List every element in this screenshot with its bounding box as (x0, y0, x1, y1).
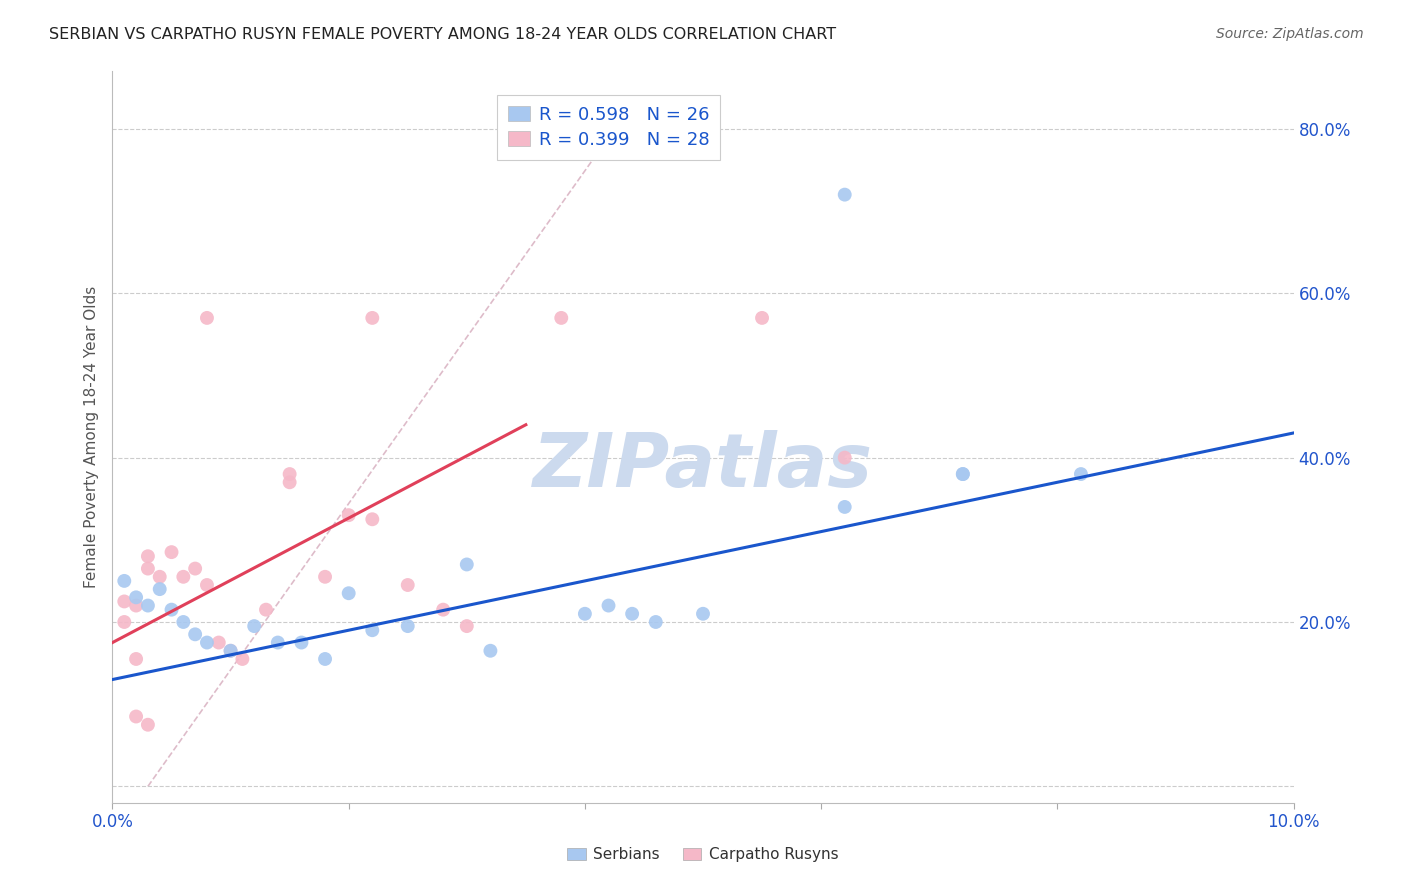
Point (337, 508, 360, 523)
Y-axis label: Female Poverty Among 18-24 Year Olds: Female Poverty Among 18-24 Year Olds (84, 286, 100, 588)
Text: ZIPatlas: ZIPatlas (533, 430, 873, 503)
Point (834, 187, 856, 202)
Point (219, 644, 242, 658)
Point (195, 578, 218, 592)
Point (278, 467, 301, 481)
Point (254, 602, 277, 616)
Point (834, 450, 856, 465)
Point (314, 570, 336, 584)
Point (136, 549, 159, 564)
Point (149, 582, 172, 596)
Point (125, 599, 148, 613)
Point (184, 627, 207, 641)
Point (243, 619, 266, 633)
Point (136, 599, 159, 613)
Point (125, 591, 148, 605)
Point (396, 619, 419, 633)
Point (125, 709, 148, 723)
Point (337, 586, 360, 600)
Point (172, 570, 194, 584)
Point (574, 607, 596, 621)
Point (136, 717, 159, 731)
Point (479, 644, 502, 658)
Point (219, 644, 242, 658)
Point (195, 635, 218, 649)
Point (112, 615, 135, 629)
Point (361, 512, 384, 526)
Point (208, 635, 231, 649)
Point (125, 652, 148, 666)
Point (751, 310, 773, 325)
Text: SERBIAN VS CARPATHO RUSYN FEMALE POVERTY AMONG 18-24 YEAR OLDS CORRELATION CHART: SERBIAN VS CARPATHO RUSYN FEMALE POVERTY… (49, 27, 837, 42)
Point (149, 570, 172, 584)
Point (160, 545, 183, 559)
Point (160, 602, 183, 616)
Point (267, 635, 290, 649)
Point (136, 561, 159, 575)
Point (598, 599, 620, 613)
Point (290, 635, 312, 649)
Point (195, 310, 218, 325)
Legend: Serbians, Carpatho Rusyns: Serbians, Carpatho Rusyns (561, 841, 845, 868)
Point (456, 619, 478, 633)
Point (184, 561, 207, 575)
Point (952, 467, 974, 481)
Point (112, 574, 135, 588)
Point (456, 558, 478, 572)
Point (361, 310, 384, 325)
Point (1070, 467, 1092, 481)
Point (621, 607, 644, 621)
Point (550, 310, 572, 325)
Point (278, 475, 301, 490)
Point (231, 652, 253, 666)
Point (952, 467, 974, 481)
Point (834, 500, 856, 514)
Point (361, 624, 384, 638)
Point (644, 615, 666, 629)
Point (692, 607, 714, 621)
Point (396, 578, 419, 592)
Point (112, 594, 135, 608)
Point (314, 652, 336, 666)
Text: Source: ZipAtlas.com: Source: ZipAtlas.com (1216, 27, 1364, 41)
Point (172, 615, 194, 629)
Point (432, 602, 454, 616)
